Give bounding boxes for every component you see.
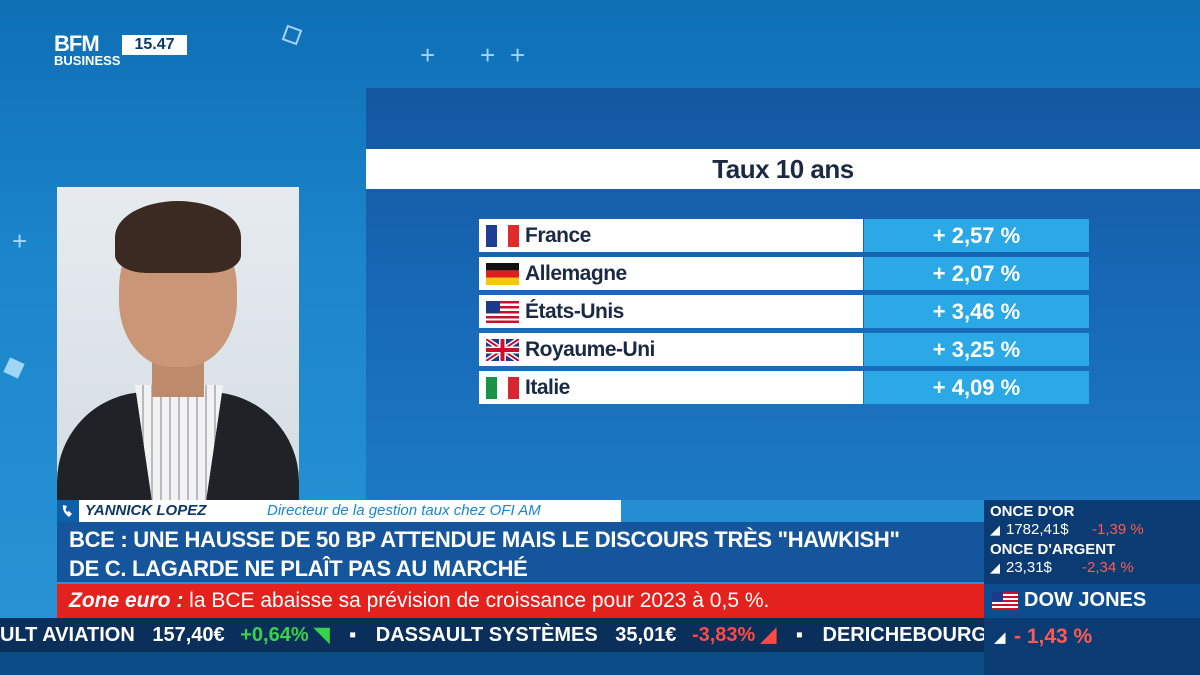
up-arrow-icon: ◥ — [314, 624, 330, 646]
rate-row-uk: Royaume-Uni + 3,25 % — [479, 333, 1089, 366]
down-arrow-icon: ◢ — [994, 629, 1006, 646]
ticker-change: -3,83% — [691, 624, 756, 646]
usa-flag-icon — [486, 301, 519, 323]
plus-decoration-icon: + — [510, 40, 526, 70]
rate-row-usa: États-Unis + 3,46 % — [479, 295, 1089, 328]
gold-value: 1782,41$ — [1006, 521, 1069, 538]
plus-decoration-icon: + — [480, 40, 496, 70]
down-arrow-icon: ◢ — [990, 522, 1000, 537]
silver-label: ONCE D'ARGENT — [990, 541, 1116, 558]
silver-value: 23,31$ — [1006, 559, 1052, 576]
guest-name: YANNICK LOPEZ — [85, 502, 207, 519]
rate-value: + 3,46 % — [864, 295, 1089, 328]
silver-change: -2,34 % — [1082, 559, 1134, 576]
germany-flag-icon — [486, 263, 519, 285]
ticker-name: DASSAULT SYSTÈMES — [375, 624, 598, 646]
ticker-separator-icon: ▪ — [349, 624, 357, 646]
breaking-label: Zone euro : — [69, 589, 184, 612]
gold-label: ONCE D'OR — [990, 503, 1075, 520]
rate-row-germany: Allemagne + 2,07 % — [479, 257, 1089, 290]
guest-role: Directeur de la gestion taux chez OFI AM — [267, 502, 541, 519]
country-name: Allemagne — [525, 262, 627, 285]
breaking-text: la BCE abaisse sa prévision de croissanc… — [183, 589, 770, 612]
country-name: France — [525, 224, 591, 247]
logo-line2: BUSINESS — [54, 53, 121, 68]
index-label: DOW JONES — [1024, 589, 1147, 611]
clock: 15.47 — [122, 35, 187, 55]
uk-flag-icon — [486, 339, 519, 361]
ticker-name: ULT AVIATION — [0, 624, 135, 646]
index-change: - 1,43 % — [1014, 625, 1093, 648]
rate-value: + 2,07 % — [864, 257, 1089, 290]
guest-photo — [57, 187, 299, 500]
down-arrow-icon: ◢ — [990, 560, 1000, 575]
bottom-strip — [0, 652, 984, 675]
plus-decoration-icon: + — [420, 40, 436, 70]
breaking-news-bar: Zone euro : la BCE abaisse sa prévision … — [57, 584, 984, 618]
country-name: États-Unis — [525, 300, 624, 323]
panel-title: Taux 10 ans — [366, 149, 1200, 189]
italy-flag-icon — [486, 377, 519, 399]
guest-identifier: YANNICK LOPEZ Directeur de la gestion ta… — [57, 500, 621, 522]
down-arrow-icon: ◢ — [760, 624, 777, 646]
country-name: Royaume-Uni — [525, 338, 655, 361]
plus-decoration-icon: + — [12, 226, 28, 256]
country-name: Italie — [525, 376, 570, 399]
gold-change: -1,39 % — [1092, 521, 1144, 538]
ticker-separator-icon: ▪ — [795, 624, 803, 646]
rate-value: + 4,09 % — [864, 371, 1089, 404]
channel-logo: BFM BUSINESS — [54, 31, 121, 68]
headline-line1: BCE : UNE HAUSSE DE 50 BP ATTENDUE MAIS … — [69, 527, 900, 552]
rate-value: + 3,25 % — [864, 333, 1089, 366]
headline: BCE : UNE HAUSSE DE 50 BP ATTENDUE MAIS … — [57, 522, 984, 582]
rate-value: + 2,57 % — [864, 219, 1089, 252]
headline-line2: DE C. LAGARDE NE PLAÎT PAS AU MARCHÉ — [69, 556, 528, 581]
phone-icon — [57, 500, 79, 522]
ticker-name: DERICHEBOURG — [822, 624, 985, 646]
ticker-price: 35,01€ — [615, 624, 677, 646]
rate-row-france: France + 2,57 % — [479, 219, 1089, 252]
rate-row-italy: Italie + 4,09 % — [479, 371, 1089, 404]
logo-line1: BFM — [54, 31, 100, 56]
markets-box: ONCE D'OR ◢ 1782,41$ -1,39 % ONCE D'ARGE… — [984, 500, 1200, 675]
usa-flag-icon — [992, 592, 1018, 610]
ticker-change: +0,64% — [240, 624, 309, 646]
france-flag-icon — [486, 225, 519, 247]
ticker-price: 157,40€ — [152, 624, 225, 646]
stock-ticker: ULT AVIATION 157,40€ +0,64% ◥ ▪ DASSAULT… — [0, 618, 984, 652]
